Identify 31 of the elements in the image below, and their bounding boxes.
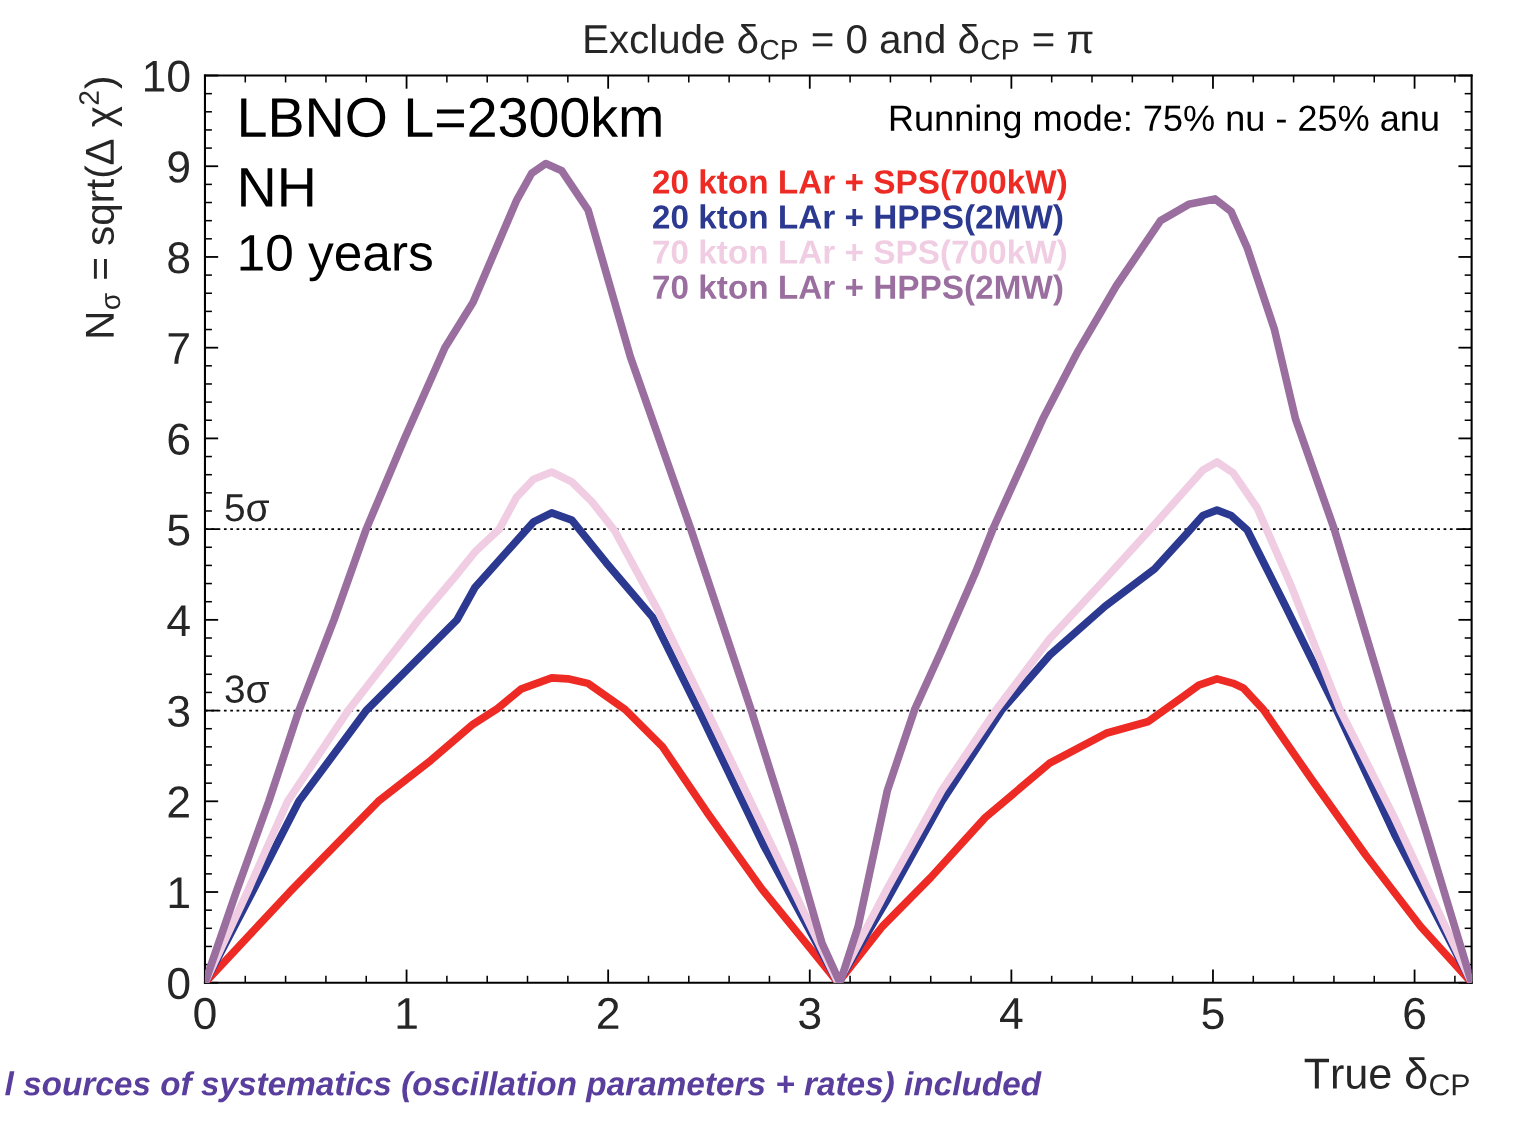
x-tick-label: 4 bbox=[1000, 998, 1023, 1029]
text: 20 kton LAr + SPS(700kW) bbox=[653, 169, 1067, 201]
annotation: Running mode: 75% nu - 25% anu bbox=[890, 104, 1438, 139]
y-tick-label: 6 bbox=[168, 423, 190, 455]
y-tick-label: 2 bbox=[168, 786, 189, 818]
annotation: 10 years bbox=[240, 234, 432, 282]
chart-title: Exclude δ$_{CP}$ = 0 and δ$_{CP}$ = π bbox=[585, 23, 1093, 60]
y-tick-label: 10 bbox=[145, 60, 190, 93]
text: l sources of systematics (oscillation parameters + rates) included bbox=[5, 1071, 1042, 1103]
x-tick-label: 3 bbox=[799, 997, 821, 1030]
ref-line-label: 5σ bbox=[225, 494, 269, 522]
x-tick-label: 0 bbox=[194, 997, 216, 1030]
y-tick-label: 1 bbox=[169, 877, 189, 909]
y-tick-label: 7 bbox=[168, 333, 189, 364]
y-tick-label: 5 bbox=[168, 514, 190, 546]
y-axis-title: N$_{σ}$ = sqrt(Δ χ$^{2}$) bbox=[79, 78, 123, 337]
x-tick-label: 6 bbox=[1404, 997, 1425, 1030]
y-tick-label: 0 bbox=[168, 967, 190, 1000]
x-tick-label: 1 bbox=[397, 998, 417, 1029]
ref-line-label: 3σ bbox=[225, 675, 269, 703]
y-tick-label: 9 bbox=[168, 151, 189, 183]
x-tick-label: 5 bbox=[1202, 998, 1224, 1030]
annotation: NH bbox=[241, 168, 313, 207]
annotation: LBNO L=2300km bbox=[241, 96, 661, 138]
y-tick-label: 3 bbox=[168, 695, 190, 728]
x-tick-label: 2 bbox=[598, 997, 619, 1029]
text: 20 kton LAr + HPPS(2MW) bbox=[653, 204, 1063, 236]
x-axis-title: True δ$_{CP}$ bbox=[1304, 1057, 1469, 1096]
series-label: 70 kton LAr + HPPS(2MW) bbox=[653, 274, 1063, 306]
y-tick-label: 4 bbox=[167, 605, 190, 636]
y-tick-label: 8 bbox=[168, 242, 190, 274]
